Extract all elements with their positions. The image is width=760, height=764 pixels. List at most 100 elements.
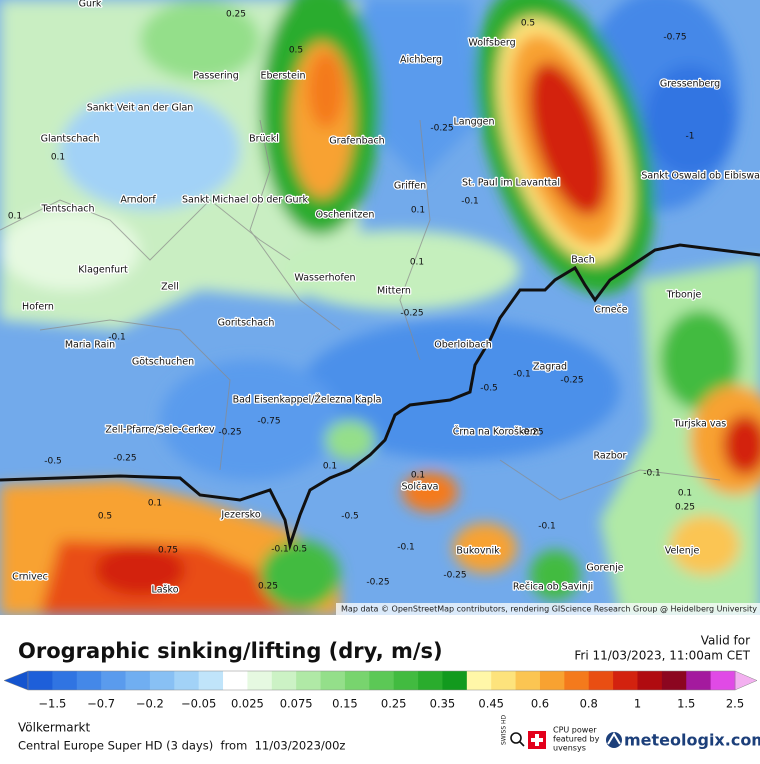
contour-label: -0.75: [663, 33, 686, 43]
colorbar-tick-label: 2.5: [726, 697, 744, 711]
contour-label: 0.5: [98, 512, 112, 522]
place-label: Jezersko: [220, 510, 260, 521]
place-label: Oberloibach: [434, 340, 491, 351]
colorbar-swatch: [539, 671, 565, 690]
place-label: Mittern: [377, 286, 411, 297]
place-label: Črna na Koroškem: [453, 426, 539, 438]
colorbar-swatch: [271, 671, 297, 690]
place-label: Velenje: [665, 546, 700, 557]
place-label: Sankt Michael ob der Gurk: [182, 195, 308, 206]
place-label: Arndorf: [120, 195, 156, 206]
attribution-bg: [336, 603, 760, 615]
colorbar-swatch: [466, 671, 492, 690]
valid-time: Fri 11/03/2023, 11:00am CET: [574, 649, 750, 663]
colorbar-swatch: [149, 671, 175, 690]
place-label: Götschuchen: [132, 357, 194, 368]
brand-logo: [606, 732, 622, 748]
colorbar-tick-label: −1.5: [38, 697, 66, 711]
contour-label: 0.5: [293, 545, 307, 555]
colorbar-swatch: [588, 671, 614, 690]
colorbar-swatch: [491, 671, 516, 690]
contour-label: 0.25: [226, 10, 246, 20]
brand-logo-mark: [607, 732, 621, 745]
place-label: Zell: [161, 282, 179, 293]
place-label: Razbor: [594, 451, 627, 462]
place-label: Crnivec: [12, 572, 48, 583]
contour-label: -0.5: [44, 457, 62, 467]
place-label: Gorenje: [586, 563, 623, 574]
place-label: Griffen: [394, 181, 426, 192]
contour-label: 0.1: [148, 499, 162, 509]
place-label: Wolfsberg: [468, 38, 515, 49]
colorbar-swatch: [564, 671, 590, 690]
attribution: Map data © OpenStreetMap contributors, r…: [341, 605, 757, 614]
contour-label: -0.25: [560, 376, 583, 386]
colorbar-swatch: [198, 671, 224, 690]
model-run: Central Europe Super HD (3 days) from 11…: [18, 739, 345, 753]
place-label: Aichberg: [400, 55, 442, 66]
colorbar-tick-label: 0.6: [531, 697, 549, 711]
colorbar-tick-label: −0.2: [136, 697, 164, 711]
contour-label: -1: [686, 132, 695, 142]
colorbar-swatch: [101, 671, 126, 690]
contour-label: 0.75: [158, 546, 178, 556]
place-label: Bach: [571, 255, 595, 266]
place-label: Crneče: [594, 305, 627, 316]
place-label: Hofern: [22, 302, 54, 313]
search-icon-handle: [519, 741, 525, 747]
contour-label: -0.75: [257, 417, 280, 427]
colorbar-tick-label: 0.25: [381, 697, 407, 711]
contour-label: -0.5: [480, 384, 498, 394]
colorbar-swatch: [223, 671, 248, 690]
colorbar-swatch: [76, 671, 102, 690]
place-label: Oschenitzen: [316, 210, 375, 221]
contour-label: 0.1: [678, 489, 692, 499]
contour-label: 0.1: [8, 212, 22, 222]
swiss-cross: [531, 734, 543, 746]
colorbar-tick-label: −0.7: [87, 697, 115, 711]
brand[interactable]: meteologix.com: [624, 731, 760, 750]
colorbar-swatch: [613, 671, 638, 690]
colorbar-swatch: [637, 671, 663, 690]
place-label: Brückl: [249, 134, 279, 145]
place-label: Wasserhofen: [294, 273, 355, 284]
place-labels: Gurk Wolfsberg Passering Eberstein Aichberg G…: [11, 0, 760, 597]
valid-label: Valid for: [701, 634, 750, 648]
colorbar-swatch: [174, 671, 200, 690]
colorbar-swatch: [320, 671, 346, 690]
colorbar-tick-label: 0.15: [332, 697, 358, 711]
place-label: St. Paul im Lavanttal: [462, 178, 560, 189]
contour-label: -0.1: [643, 469, 661, 479]
place-label: Tentschach: [40, 204, 94, 215]
contour-label: -0.25: [443, 571, 466, 581]
place-label: Glantschach: [41, 134, 100, 145]
place-label: Eberstein: [261, 71, 306, 82]
contour-label: -0.25: [366, 578, 389, 588]
place-label: Solčava: [402, 482, 439, 493]
colorbar-tick-label: 0.8: [580, 697, 598, 711]
contour-label: -0.25: [113, 454, 136, 464]
contour-label: 0.5: [289, 46, 303, 56]
place-label: Maria Rain: [65, 340, 115, 351]
colorbar-swatch: [661, 671, 687, 690]
colorbar-tick-label: 0.45: [478, 697, 504, 711]
place-label: Rečica ob Savinji: [513, 582, 593, 593]
colorbar-swatch: [344, 671, 370, 690]
colorbar-swatch: [52, 671, 78, 690]
contour-labels: 0.25 0.5 0.5 -0.75 -0.25 -1 0.1 0.1 -0.1 0.1 0.1 -0…: [8, 10, 695, 592]
colorbar-tick-label: 0.025: [231, 697, 264, 711]
contour-label: -0.1: [538, 522, 556, 532]
colorbar-tick-label: 0.35: [430, 697, 456, 711]
place-label: Klagenfurt: [78, 265, 128, 276]
contour-label: 0.25: [675, 503, 695, 513]
contour-label: 0.1: [323, 462, 337, 472]
contour-label: -0.1: [397, 543, 415, 553]
search-icon: [510, 732, 522, 744]
place-label: Laško: [151, 585, 178, 596]
sponsor-line: uvensys: [553, 744, 586, 753]
contour-label: -0.25: [400, 309, 423, 319]
contour-label: -0.5: [341, 512, 359, 522]
colorbar-tick-label: 1: [634, 697, 641, 711]
